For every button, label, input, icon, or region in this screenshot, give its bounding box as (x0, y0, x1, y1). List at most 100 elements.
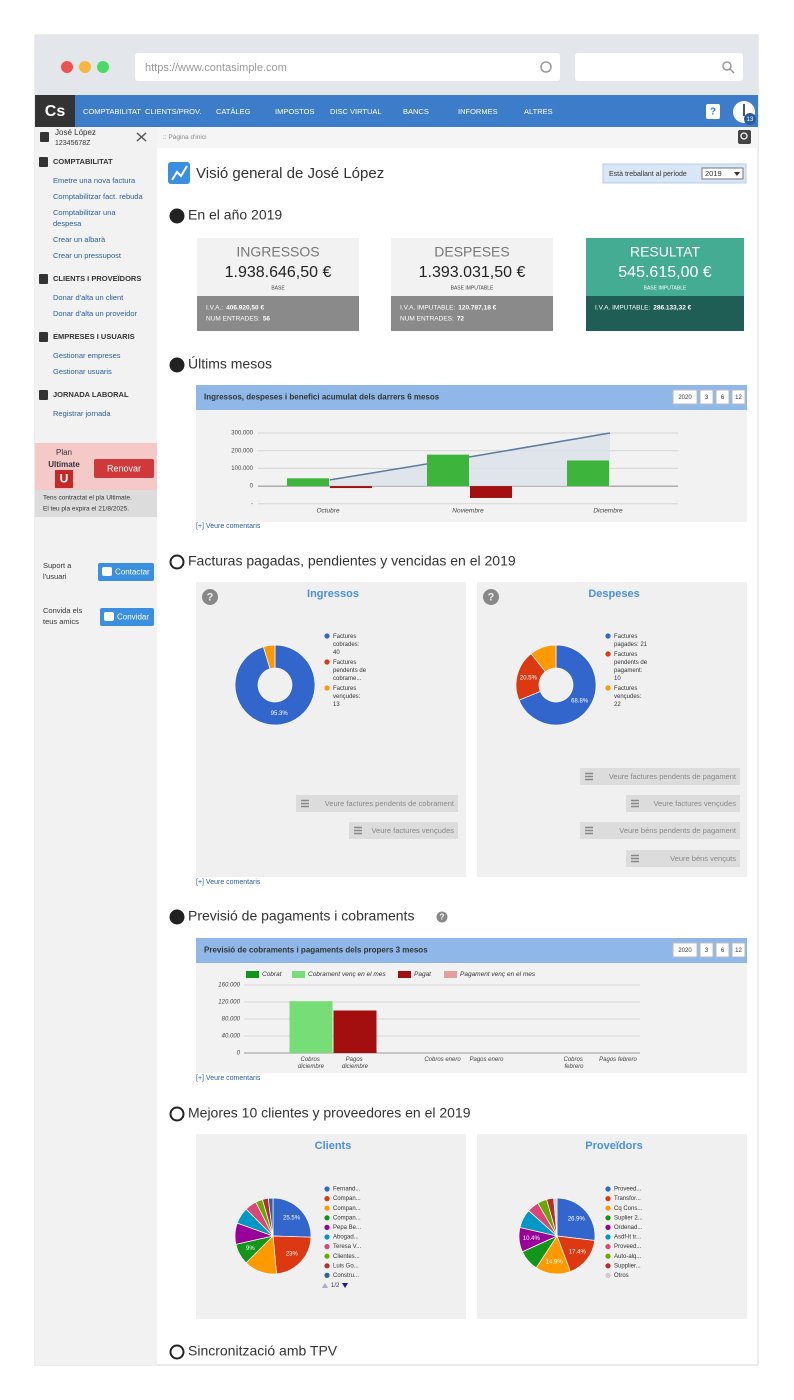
panel-title: Previsió de cobraments i pagaments dels … (204, 946, 428, 955)
comments-link[interactable]: [+] Veure comentaris (196, 1075, 261, 1082)
slice-label: 14.9% (546, 1259, 564, 1265)
range-button[interactable] (715, 389, 730, 405)
sidebar-header: CLIENTS I PROVEÏDORS (53, 274, 141, 283)
legend-dot (324, 1196, 330, 1202)
range-button-label: 3 (705, 395, 709, 401)
sidebar (35, 127, 157, 1365)
range-button[interactable] (731, 389, 746, 405)
pager-next[interactable] (342, 1283, 348, 1288)
nav-item[interactable]: IMPOSTOS (275, 107, 314, 116)
invite-button-label: Contactar (115, 568, 150, 577)
sidebar-link[interactable]: Crear un albarà (53, 235, 106, 244)
sidebar-header: JORNADA LABORAL (53, 390, 129, 399)
y-tick-label: - (251, 501, 253, 507)
period-select[interactable] (701, 167, 744, 180)
switch-icon[interactable] (136, 132, 147, 142)
y-tick-label: 200.000 (231, 448, 253, 454)
invoice-button-label: Veure factures pendents de pagament (609, 772, 737, 781)
section-icon (169, 1344, 185, 1360)
search-icon (729, 68, 735, 74)
range-button[interactable] (699, 942, 714, 958)
slice-label: 68.8% (571, 698, 589, 704)
invite-text: Suport a l'usuari (43, 561, 73, 581)
legend-dot (324, 1253, 330, 1259)
pie-slice (553, 1197, 558, 1237)
sidebar-link[interactable]: Gestionar usuaris (53, 367, 112, 376)
window-button (79, 61, 91, 73)
pie-slice (272, 1235, 312, 1275)
invoice-button-label: Veure factures vençudes (653, 799, 736, 808)
card-detail-value: 406.920,50 € (226, 305, 264, 312)
nav-item[interactable]: DISC VIRTUAL (330, 107, 382, 116)
help-button[interactable] (706, 104, 720, 119)
bar (427, 454, 469, 487)
sidebar-link[interactable]: Comptabilitzar fact. rebuda (53, 192, 143, 201)
invoice-button[interactable] (580, 822, 740, 839)
card-bottom (391, 296, 553, 331)
legend-dot (605, 633, 611, 639)
section-icon (39, 390, 48, 400)
sidebar-link[interactable]: Donar d'alta un proveidor (53, 309, 137, 318)
range-button-label: 2020 (678, 395, 692, 401)
invite-button[interactable] (100, 608, 154, 626)
comments-link[interactable]: [+] Veure comentaris (196, 523, 261, 530)
invoice-button[interactable] (580, 768, 740, 785)
nav-item[interactable]: ALTRES (524, 107, 553, 116)
invite-button[interactable] (98, 563, 154, 581)
legend-label: Fernand... (333, 1187, 361, 1193)
sidebar-link[interactable]: Emetre una nova factura (53, 176, 136, 185)
card-detail-value: 56 (263, 316, 271, 323)
plan-note-line: Tens contractat el pla Ultimate. (43, 495, 132, 502)
y-tick-label: 80.000 (222, 1017, 241, 1023)
nav-item[interactable]: CATÀLEG (216, 107, 251, 116)
slice-label: 20.5% (520, 675, 538, 681)
range-button[interactable] (715, 942, 730, 958)
card-sub: BASE (271, 285, 285, 291)
legend-label: Cq Cons... (614, 1206, 643, 1212)
search-icon (722, 61, 732, 71)
range-button-label: 3 (705, 948, 709, 954)
sidebar-link[interactable]: Gestionar empreses (53, 351, 121, 360)
legend-label: Cobrament venç en el mes (308, 971, 386, 978)
invoice-button[interactable] (349, 822, 458, 839)
sidebar-link[interactable]: Comptabilitzar una despesa (53, 208, 118, 228)
legend-label: Factures pendents de pagament: 10 (614, 652, 649, 682)
legend-label: Abogad... (333, 1235, 359, 1241)
invoice-button-label: Veure béns pendents de pagament (619, 826, 737, 835)
invoice-button[interactable] (296, 795, 458, 812)
help-mark: ? (440, 913, 445, 922)
renew-button[interactable] (94, 459, 154, 478)
range-button[interactable] (699, 389, 714, 405)
invoice-button[interactable] (626, 795, 740, 812)
slice-label: 23% (286, 1251, 299, 1257)
card-bottom (197, 296, 359, 331)
range-button[interactable] (731, 942, 746, 958)
sidebar-link[interactable]: Crear un pressupost (53, 251, 122, 260)
section-title: Mejores 10 clientes y proveedores en el … (188, 1105, 471, 1121)
legend-label: Proveed... (614, 1187, 642, 1193)
legend-label: Asdf-lt tr... (614, 1235, 641, 1241)
card-amount: 1.938.646,50 € (225, 264, 332, 281)
sidebar-link[interactable]: Donar d'alta un client (53, 293, 124, 302)
range-button[interactable] (672, 942, 698, 958)
nav-item[interactable]: INFORMES (458, 107, 498, 116)
cumulative-line (329, 432, 611, 481)
pie-slice (518, 644, 597, 726)
invoice-button[interactable] (626, 850, 740, 867)
search-button[interactable] (738, 130, 751, 144)
plan-note-line: El teu pla expira el 21/8/2025. (43, 506, 129, 513)
legend-label: Proveed... (614, 1244, 642, 1250)
legend-label: Factures pendents de cobrame... (333, 660, 368, 682)
y-tick-label: 0 (250, 484, 254, 490)
invoice-chart-title: Despeses (588, 588, 639, 600)
nav-item[interactable]: BANCS (403, 107, 429, 116)
sidebar-link[interactable]: Registrar jornada (53, 409, 111, 418)
comments-link[interactable]: [+] Veure comentaris (196, 879, 261, 886)
nav-item[interactable]: COMPTABILITAT (83, 107, 141, 116)
range-button[interactable] (672, 389, 698, 405)
card-amount: 545.615,00 € (618, 264, 712, 281)
legend-label: Pagat (414, 971, 432, 978)
pager-prev[interactable] (322, 1283, 328, 1288)
nav-item[interactable]: CLIENTS/PROV. (145, 107, 201, 116)
section-icon (39, 274, 48, 284)
